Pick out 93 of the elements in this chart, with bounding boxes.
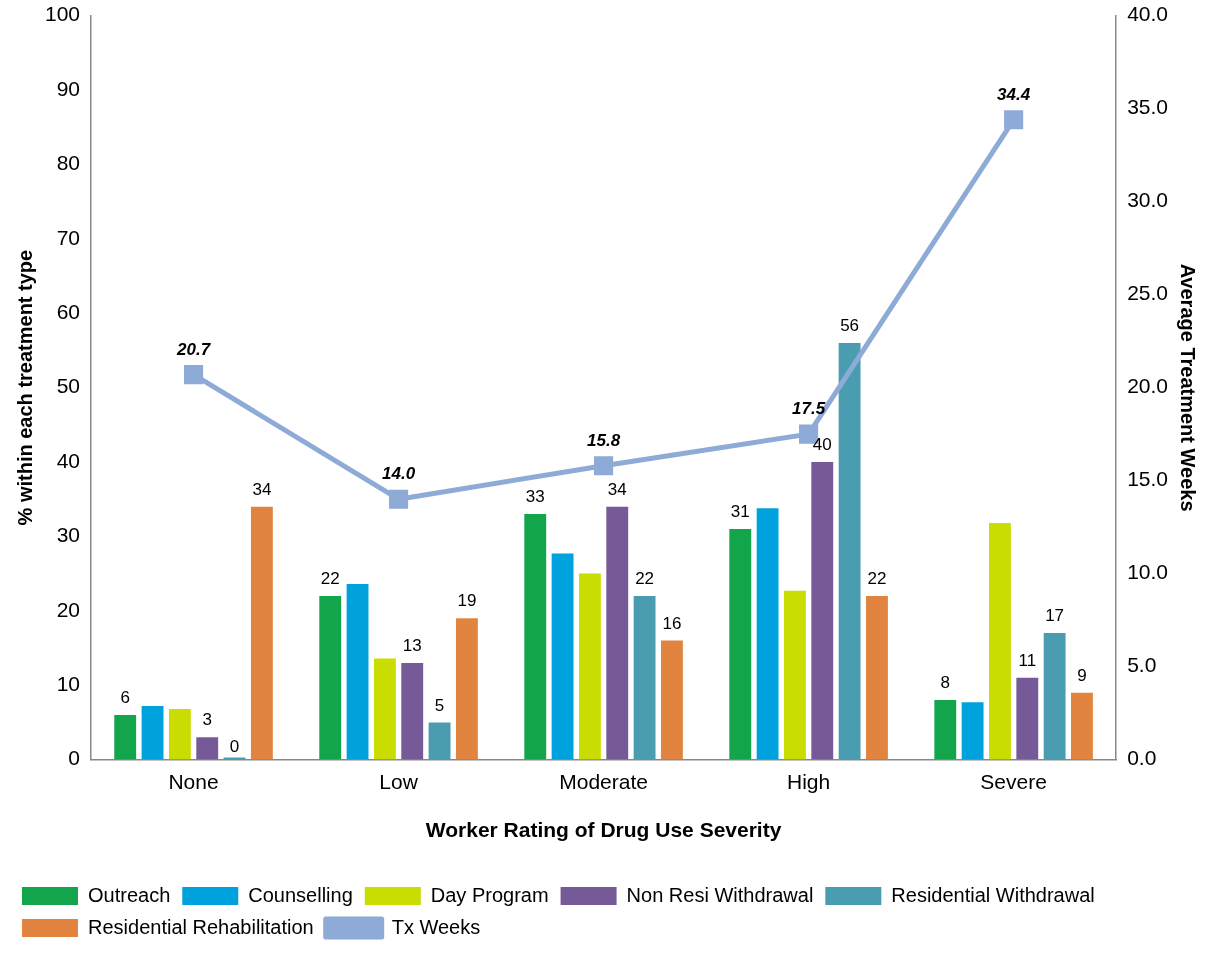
y2-tick-label: 35.0 <box>1127 95 1168 119</box>
legend-label: Counselling <box>248 883 353 906</box>
bar <box>141 706 164 760</box>
bar <box>606 506 629 760</box>
y-tick-label: 50 <box>56 374 81 398</box>
bar <box>1071 692 1093 760</box>
data-label: 15.8 <box>587 430 621 450</box>
data-label: 31 <box>730 502 750 522</box>
y2-tick-label: 30.0 <box>1127 188 1168 212</box>
y2-tick-label: 20.0 <box>1127 374 1168 398</box>
y2-axis-title: Average Treatment Weeks <box>1177 263 1200 512</box>
bar <box>319 595 342 760</box>
y2-tick-label: 10.0 <box>1127 560 1168 584</box>
y-tick-label: 100 <box>44 2 81 26</box>
x-axis-title: Worker Rating of Drug Use Severity <box>425 818 782 842</box>
y-tick-label: 10 <box>56 672 81 695</box>
data-label: 6 <box>120 688 130 708</box>
bar <box>346 584 369 760</box>
bar <box>168 709 191 760</box>
bar <box>1016 677 1039 760</box>
data-label: 0 <box>229 736 240 756</box>
bar <box>838 342 861 760</box>
bar <box>401 662 424 760</box>
legend-label: Non Resi Withdrawal <box>626 883 814 906</box>
data-label: 20.7 <box>176 339 212 359</box>
y-axis-title: % within each treatment type <box>13 249 36 526</box>
data-label: 14.0 <box>382 464 416 484</box>
data-label: 33 <box>525 487 545 507</box>
y-tick-label: 60 <box>56 300 81 323</box>
data-label: 56 <box>840 316 860 336</box>
legend-label: Day Program <box>430 883 549 906</box>
bar <box>934 700 957 760</box>
x-tick-label: Severe <box>980 770 1047 793</box>
data-label: 34.4 <box>997 84 1031 104</box>
data-label: 22 <box>635 569 655 589</box>
y-tick-label: 20 <box>56 597 81 621</box>
data-label: 22 <box>320 569 340 589</box>
bar <box>250 506 273 760</box>
bar <box>524 514 547 760</box>
data-label: 40 <box>812 435 832 455</box>
x-tick-label: High <box>787 770 831 793</box>
legend-label: Residential Rehabilitation <box>88 915 314 938</box>
bar <box>756 508 779 760</box>
y2-tick-label: 15.0 <box>1127 467 1168 491</box>
bar <box>1043 633 1066 760</box>
bar <box>196 737 219 760</box>
y2-tick-label: 5.0 <box>1127 653 1157 677</box>
bar <box>551 553 574 760</box>
data-label: 11 <box>1018 650 1037 670</box>
legend-label: Tx Weeks <box>391 915 481 938</box>
point <box>388 489 409 509</box>
bar <box>455 618 478 760</box>
y2-tick-label: 0.0 <box>1127 746 1157 770</box>
data-label: 8 <box>940 673 951 693</box>
data-label: 3 <box>202 710 212 730</box>
data-label: 17.5 <box>792 399 826 419</box>
y-tick-label: 30 <box>56 523 81 547</box>
point <box>594 456 614 476</box>
data-label: 17 <box>1045 606 1065 626</box>
point <box>1004 110 1024 130</box>
data-label: 5 <box>434 695 445 715</box>
bar <box>428 722 451 760</box>
bar <box>811 462 834 760</box>
legend-label: Outreach <box>88 883 171 906</box>
x-tick-label: Low <box>379 770 419 793</box>
bar <box>784 590 806 760</box>
bar <box>578 573 601 760</box>
bar <box>866 595 888 760</box>
bar <box>633 595 656 760</box>
y2-tick-label: 40.0 <box>1127 2 1168 26</box>
y-tick-label: 80 <box>56 151 81 175</box>
bar <box>373 658 396 760</box>
data-label: 9 <box>1077 665 1087 685</box>
data-label: 34 <box>607 479 627 499</box>
legend-label: Residential Withdrawal <box>891 883 1095 906</box>
bar <box>729 528 752 760</box>
data-label: 16 <box>662 613 682 633</box>
y-tick-label: 0 <box>68 746 81 770</box>
y2-tick-label: 25.0 <box>1127 281 1168 305</box>
x-tick-label: Moderate <box>559 770 648 793</box>
bar <box>989 523 1011 760</box>
data-label: 13 <box>402 636 422 656</box>
data-label: 19 <box>457 591 477 611</box>
x-tick-label: None <box>168 770 219 793</box>
y-tick-label: 40 <box>56 448 81 472</box>
y-tick-label: 90 <box>56 76 81 100</box>
data-label: 22 <box>867 569 887 589</box>
bar <box>961 702 984 760</box>
point <box>183 365 204 385</box>
bar <box>114 714 137 760</box>
y-tick-label: 70 <box>56 225 81 249</box>
data-label: 34 <box>252 479 272 499</box>
bar <box>660 640 683 760</box>
